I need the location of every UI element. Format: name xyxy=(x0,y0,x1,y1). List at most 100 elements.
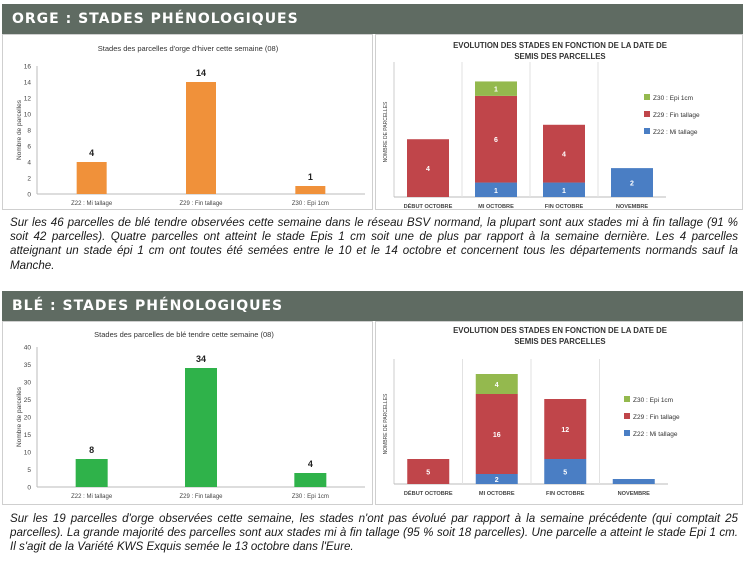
y-tick-label: 0 xyxy=(27,192,31,199)
segment-data-label: 12 xyxy=(561,427,569,434)
x-tick-label: Z30 : Epi 1cm xyxy=(292,494,329,500)
legend-swatch xyxy=(644,128,650,134)
legend-label: Z30 : Epi 1cm xyxy=(653,95,693,102)
x-tick-label: MI OCTOBRE xyxy=(478,204,514,210)
x-tick-label: DÉBUT OCTOBRE xyxy=(404,489,453,497)
stacked-bar-segment xyxy=(475,95,517,183)
segment-data-label: 1 xyxy=(494,87,498,94)
segment-data-label: 1 xyxy=(494,188,498,195)
stacked-bar-segment xyxy=(407,139,449,197)
x-tick-label: Z30 : Epi 1cm xyxy=(292,201,329,207)
segment-data-label: 2 xyxy=(630,181,634,188)
data-label: 4 xyxy=(89,148,94,158)
x-tick-label: DÉBUT OCTOBRE xyxy=(404,202,453,210)
x-tick-label: NOVEMBRE xyxy=(618,491,651,497)
y-tick-label: 30 xyxy=(24,380,32,387)
ble-stage-bar-chart-svg: Stades des parcelles de blé tendre cette… xyxy=(16,330,365,500)
x-tick-label: FIN OCTOBRE xyxy=(545,204,584,210)
x-tick-label: Z22 : Mi tallage xyxy=(71,494,113,500)
y-tick-label: 16 xyxy=(24,64,32,71)
stacked-bar-segment xyxy=(543,182,585,197)
x-tick-label: NOVEMBRE xyxy=(616,204,649,210)
y-tick-label: 20 xyxy=(24,415,32,422)
segment-data-label: 2 xyxy=(495,477,499,484)
orge-stage-bar-chart: Stades des parcelles d'orge d'hiver cett… xyxy=(2,34,373,210)
data-label: 4 xyxy=(308,459,313,469)
data-label: 34 xyxy=(196,354,206,364)
y-tick-label: 0 xyxy=(27,485,31,492)
chart-title-line2: SEMIS DES PARCELLES xyxy=(514,337,605,346)
stacked-bar-segment xyxy=(544,459,587,484)
orge-evolution-stacked-chart: EVOLUTION DES STADES EN FONCTION DE LA D… xyxy=(375,34,743,210)
chart-title-line2: SEMIS DES PARCELLES xyxy=(514,52,605,61)
legend-swatch xyxy=(624,413,630,419)
x-tick-label: Z29 : Fin tallage xyxy=(179,494,223,500)
y-tick-label: 15 xyxy=(24,432,32,439)
stacked-bar-segment xyxy=(475,394,518,474)
legend-swatch xyxy=(624,430,630,436)
segment-data-label: 4 xyxy=(495,382,499,389)
x-tick-label: FIN OCTOBRE xyxy=(546,491,585,497)
chart-title: Stades des parcelles d'orge d'hiver cett… xyxy=(98,44,279,53)
bar xyxy=(75,459,108,487)
legend-label: Z29 : Fin tallage xyxy=(633,414,680,421)
segment-data-label: 6 xyxy=(494,137,498,144)
orge-section-header: ORGE : STADES PHÉNOLOGIQUES xyxy=(2,4,743,34)
y-axis-label: NOMBRE DE PARCELLES xyxy=(383,101,389,162)
x-tick-label: Z29 : Fin tallage xyxy=(179,201,223,207)
segment-data-label: 5 xyxy=(426,470,430,477)
data-label: 14 xyxy=(196,68,206,78)
ble-section-header: BLÉ : STADES PHÉNOLOGIQUES xyxy=(2,291,743,321)
bar xyxy=(76,162,107,194)
y-tick-label: 40 xyxy=(24,345,32,352)
y-tick-label: 10 xyxy=(24,450,32,457)
segment-data-label: 16 xyxy=(493,432,501,439)
y-tick-label: 14 xyxy=(24,80,32,87)
segment-data-label: 4 xyxy=(562,152,566,159)
legend-swatch xyxy=(644,111,650,117)
stacked-bar-segment xyxy=(475,474,518,484)
y-axis-label: Nombre de parcelles xyxy=(16,386,23,447)
y-tick-label: 25 xyxy=(24,397,32,404)
y-tick-label: 6 xyxy=(27,144,31,151)
legend-label: Z30 : Epi 1cm xyxy=(633,397,673,404)
stacked-bar-segment xyxy=(543,124,585,183)
bar xyxy=(185,368,217,487)
chart-title: Stades des parcelles de blé tendre cette… xyxy=(94,330,274,339)
y-axis-label: NOMBRE DE PARCELLES xyxy=(383,393,389,454)
segment-data-label: 1 xyxy=(562,188,566,195)
data-label: 1 xyxy=(308,172,313,182)
legend-label: Z29 : Fin tallage xyxy=(653,112,700,119)
y-axis-label: Nombre de parcelles xyxy=(16,99,23,160)
y-tick-label: 4 xyxy=(27,160,31,167)
segment-data-label: 5 xyxy=(563,470,567,477)
ble-stage-bar-chart: Stades des parcelles de blé tendre cette… xyxy=(2,321,373,505)
ble-evolution-stacked-chart-svg: EVOLUTION DES STADES EN FONCTION DE LA D… xyxy=(383,326,680,497)
stacked-bar-segment xyxy=(612,479,655,484)
segment-data-label: 4 xyxy=(426,166,430,173)
bar xyxy=(295,186,326,194)
orge-commentary: Sur les 46 parcelles de blé tendre obser… xyxy=(10,216,738,272)
data-label: 8 xyxy=(89,445,94,455)
y-tick-label: 10 xyxy=(24,112,32,119)
legend-swatch xyxy=(624,396,630,402)
stacked-bar-segment xyxy=(475,374,518,394)
legend-label: Z22 : Mi tallage xyxy=(633,431,678,438)
chart-title-line1: EVOLUTION DES STADES EN FONCTION DE LA D… xyxy=(453,41,667,50)
y-tick-label: 12 xyxy=(24,96,32,103)
stacked-bar-segment xyxy=(407,459,450,484)
chart-title-line1: EVOLUTION DES STADES EN FONCTION DE LA D… xyxy=(453,326,667,335)
x-tick-label: MI OCTOBRE xyxy=(479,491,515,497)
stacked-bar-segment xyxy=(544,399,587,459)
orge-stage-bar-chart-svg: Stades des parcelles d'orge d'hiver cett… xyxy=(16,44,365,207)
bar xyxy=(294,473,327,487)
bar xyxy=(186,82,216,194)
legend-swatch xyxy=(644,94,650,100)
y-tick-label: 5 xyxy=(27,467,31,474)
stacked-bar-segment xyxy=(475,81,517,96)
legend-label: Z22 : Mi tallage xyxy=(653,129,698,136)
x-tick-label: Z22 : Mi tallage xyxy=(71,201,113,207)
ble-evolution-stacked-chart: EVOLUTION DES STADES EN FONCTION DE LA D… xyxy=(375,321,743,505)
orge-evolution-stacked-chart-svg: EVOLUTION DES STADES EN FONCTION DE LA D… xyxy=(383,41,700,210)
stacked-bar-segment xyxy=(475,182,517,197)
